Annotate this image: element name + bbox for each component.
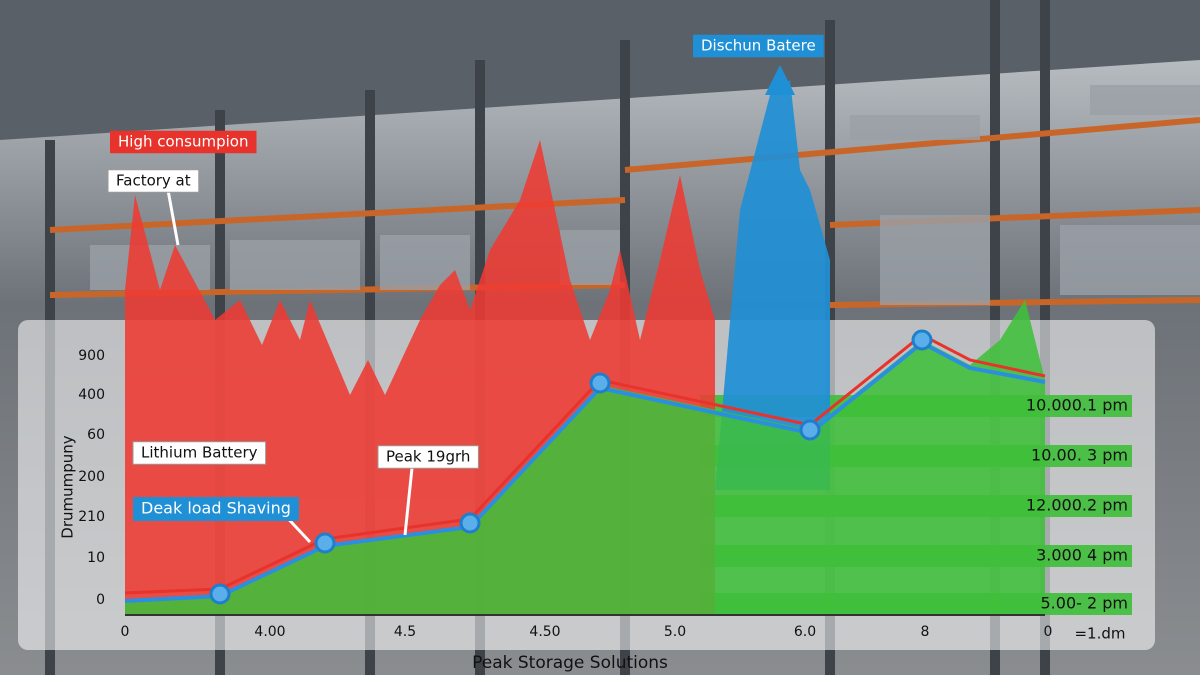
annotation: Peak 19grh: [386, 448, 470, 466]
annotation: Dischun Batere: [701, 37, 816, 55]
time-label: 10.00. 3 pm: [1031, 446, 1128, 465]
x-tick-label: 4.00: [254, 624, 285, 640]
annotation-box: [693, 34, 824, 58]
annotation: Factory at: [116, 172, 191, 190]
x-tick-label: 0: [121, 624, 130, 640]
storage-area: [125, 300, 1045, 615]
y-tick-label: 10: [87, 550, 105, 566]
y-tick-label: 210: [78, 509, 105, 525]
x-axis-unit: =1.dm: [1074, 625, 1125, 643]
x-tick-label: 5.0: [664, 624, 686, 640]
y-tick-label: 0: [96, 592, 105, 608]
y-tick-label: 900: [78, 348, 105, 364]
annotation-box: [132, 441, 267, 465]
annotation: Deak load Shaving: [141, 499, 291, 518]
x-tick-label: 4.50: [529, 624, 560, 640]
y-tick-label: 200: [78, 469, 105, 485]
discharge-arrow: [765, 65, 795, 95]
time-label: 10.000.1 pm: [1026, 396, 1128, 415]
line-points: [209, 329, 933, 605]
annotation: Lithium Battery: [141, 444, 258, 462]
x-tick-label: 8: [921, 624, 930, 640]
annotation-box: [110, 130, 257, 154]
title: Peak Storage Solutions: [472, 653, 668, 673]
time-label: 5.00- 2 pm: [1041, 594, 1129, 613]
y-tick-label: 60: [87, 427, 105, 443]
y-tick-label: 400: [78, 387, 105, 403]
x-tick-label: 6.0: [794, 624, 816, 640]
x-tick-label: 4.5: [394, 624, 416, 640]
discharge-area: [715, 80, 830, 490]
time-label: 3.000 4 pm: [1036, 546, 1128, 565]
annotation-box: [107, 169, 200, 193]
annotation: High consumpion: [118, 133, 248, 151]
y-axis-label: Drumumpuny: [59, 435, 77, 538]
annotation-box: [133, 497, 299, 521]
annotation-box: [377, 445, 479, 469]
x-tick-label: 0: [1044, 624, 1053, 640]
time-label: 12.000.2 pm: [1026, 496, 1128, 515]
